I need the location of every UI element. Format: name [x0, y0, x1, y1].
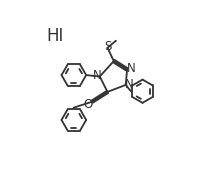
Text: N: N: [126, 62, 135, 75]
Text: S: S: [103, 40, 111, 53]
Text: N: N: [92, 69, 101, 82]
Text: HI: HI: [46, 27, 63, 45]
Text: N: N: [125, 78, 133, 91]
Text: O: O: [83, 98, 92, 111]
